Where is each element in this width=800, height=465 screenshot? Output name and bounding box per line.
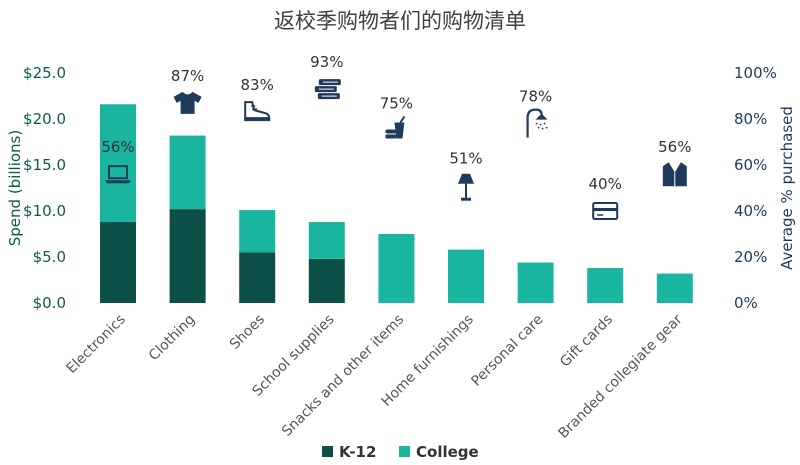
legend: K-12 College [322,443,479,461]
percent-label: 87% [171,67,204,85]
bar-college [656,273,693,303]
y-tick-label: $10.0 [23,202,66,220]
bar-k12 [169,209,206,303]
percent-label: 56% [658,138,691,156]
percent-label: 78% [519,88,552,106]
legend-swatch [322,446,333,457]
right-axis: 0% 20% 40% 60% 80% 100% [734,64,777,312]
y-tick-label: $0.0 [33,294,66,312]
y-tick-label: $5.0 [33,248,66,266]
category-label: Electronics [64,312,129,377]
sneaker-icon [244,101,271,122]
tshirt-icon [173,91,202,114]
y-axis-title: Spend (billions) [6,130,24,246]
bar-college [100,104,136,223]
category-label: Clothing [146,312,199,365]
y-tick-label: $25.0 [23,64,66,82]
snack-icon [385,115,406,139]
percent-label: 93% [310,53,343,71]
legend-label: College [416,443,479,461]
category-label: Branded collegiate gear [555,311,685,441]
percent-labels: 56% 87% 83% 93% 75% 51% 78% 40% 56% [101,53,691,193]
percent-label: 83% [241,76,274,94]
bars [100,104,693,303]
category-label: Personal care [468,312,546,390]
bar-k12 [239,252,276,303]
left-axis: $0.0 $5.0 $10.0 $15.0 $20.0 $25.0 [23,64,66,312]
y2-tick-label: 0% [734,294,758,312]
bar-college [587,268,624,303]
percent-label: 56% [101,138,134,156]
lamp-icon [458,173,474,201]
legend-label: K-12 [339,443,376,461]
category-label: Gift cards [557,312,616,371]
bar-college [517,262,554,303]
legend-swatch [399,446,410,457]
bar-college [448,249,484,303]
bar-k12 [308,258,345,303]
y-tick-label: $15.0 [23,156,66,174]
bar-college [239,210,276,253]
shower-icon [526,108,548,138]
y2-tick-label: 20% [734,248,767,266]
laptop-icon [105,165,131,184]
bar-k12 [100,222,136,303]
percent-label: 40% [589,175,622,193]
y2-axis-title: Average % purchased [778,106,796,270]
y-tick-label: $20.0 [23,110,66,128]
bar-college [308,222,345,259]
percent-label: 75% [380,95,413,113]
percent-label: 51% [449,150,482,168]
category-label: Snacks and other items [279,312,407,440]
bar-college [378,234,415,303]
gift-card-icon [592,202,619,220]
books-icon [314,79,341,100]
y2-tick-label: 60% [734,156,767,174]
y2-tick-label: 100% [734,64,777,82]
blazer-icon [662,162,687,187]
chart-title: 返校季购物者们的购物清单 [274,9,526,33]
y2-tick-label: 80% [734,110,767,128]
y2-tick-label: 40% [734,202,767,220]
category-label: Shoes [227,312,268,353]
bar-college [169,135,206,210]
purchase-icons [105,79,687,220]
